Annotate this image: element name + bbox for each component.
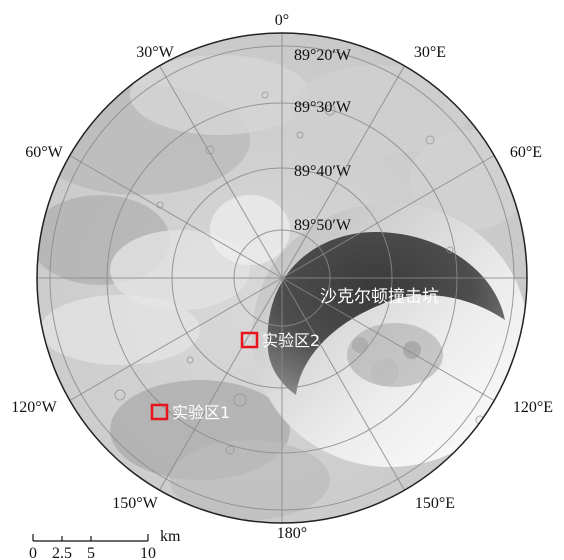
ring-label-89-30: 89°30′W — [294, 99, 352, 116]
globe-outline — [36, 32, 528, 524]
scale-tick-0: 0 — [29, 545, 37, 560]
scale-unit: km — [160, 528, 181, 545]
lon-label-120w: 120°W — [11, 399, 57, 416]
lon-label-180: 180° — [277, 525, 307, 542]
site-1-marker[interactable] — [150, 403, 169, 421]
ring-label-89-20: 89°20′W — [294, 47, 352, 64]
scale-tick-5: 5 — [87, 545, 95, 560]
scale-tick-2-5: 2.5 — [52, 545, 72, 560]
lon-label-30e: 30°E — [414, 44, 446, 61]
lon-label-30w: 30°W — [136, 44, 174, 61]
site-2-label: 实验区2 — [262, 331, 320, 350]
lon-label-120e: 120°E — [513, 399, 553, 416]
crater-label: 沙克尔顿撞击坑 — [320, 287, 439, 307]
lon-label-0: 0° — [275, 12, 289, 29]
site-2-marker[interactable] — [240, 331, 259, 349]
ring-label-89-50: 89°50′W — [294, 217, 352, 234]
site-1-label: 实验区1 — [172, 403, 230, 422]
lon-label-60e: 60°E — [510, 144, 542, 161]
scale-bar — [32, 534, 149, 542]
lon-label-150w: 150°W — [112, 495, 158, 512]
lon-label-150e: 150°E — [415, 495, 455, 512]
lon-label-60w: 60°W — [25, 144, 63, 161]
meridians — [37, 33, 527, 523]
ring-label-89-40: 89°40′W — [294, 163, 352, 180]
scale-tick-10: 10 — [140, 545, 156, 560]
